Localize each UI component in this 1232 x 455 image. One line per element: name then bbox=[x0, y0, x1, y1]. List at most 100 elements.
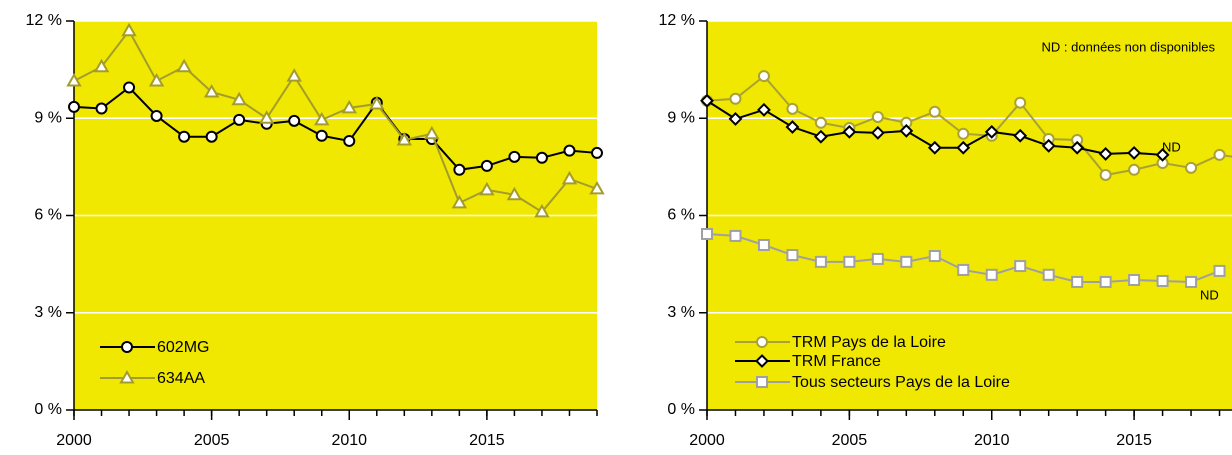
y-tick-label: 3 % bbox=[34, 304, 62, 321]
y-tick-label: 6 % bbox=[667, 207, 695, 224]
marker bbox=[93, 58, 110, 73]
marker bbox=[231, 91, 247, 106]
marker bbox=[451, 194, 468, 209]
marker bbox=[123, 81, 136, 94]
y-tick-label: 3 % bbox=[667, 304, 695, 321]
y-tick-label: 9 % bbox=[667, 109, 695, 126]
marker bbox=[871, 252, 884, 265]
x-tick-label: 2010 bbox=[974, 432, 1010, 449]
marker bbox=[928, 105, 941, 118]
marker bbox=[176, 58, 192, 73]
marker bbox=[843, 255, 856, 268]
marker bbox=[1156, 274, 1169, 287]
marker bbox=[701, 227, 713, 240]
marker bbox=[786, 249, 799, 262]
marker bbox=[1128, 274, 1141, 287]
marker bbox=[534, 203, 550, 218]
marker bbox=[233, 113, 246, 126]
marker bbox=[314, 111, 330, 126]
x-tick-label: 2005 bbox=[832, 432, 868, 449]
marker bbox=[728, 111, 743, 126]
marker bbox=[957, 263, 970, 276]
marker bbox=[871, 110, 884, 123]
marker bbox=[1041, 138, 1056, 153]
y-tick-label: 6 % bbox=[34, 207, 62, 224]
marker bbox=[984, 124, 999, 139]
marker bbox=[121, 22, 137, 37]
marker bbox=[453, 163, 466, 176]
marker bbox=[786, 102, 799, 115]
marker bbox=[757, 70, 770, 83]
y-tick-label: 0 % bbox=[34, 401, 62, 418]
legend-label: TRM Pays de la Loire bbox=[792, 334, 946, 351]
marker bbox=[369, 95, 385, 110]
annotation: ND bbox=[1162, 139, 1181, 154]
marker bbox=[1155, 147, 1170, 162]
x-tick-label: 2000 bbox=[56, 432, 92, 449]
marker bbox=[1098, 146, 1113, 161]
marker bbox=[95, 102, 108, 115]
marker bbox=[1099, 168, 1112, 181]
marker bbox=[288, 114, 301, 127]
marker bbox=[315, 129, 328, 142]
marker bbox=[729, 92, 742, 105]
marker bbox=[148, 72, 165, 87]
marker bbox=[479, 181, 495, 196]
marker bbox=[563, 144, 576, 157]
annotation: ND : données non disponibles bbox=[1042, 39, 1216, 54]
x-tick-label: 2015 bbox=[1116, 432, 1152, 449]
marker bbox=[258, 110, 275, 124]
marker bbox=[341, 99, 357, 114]
marker bbox=[757, 238, 770, 251]
marker bbox=[756, 376, 768, 388]
series-line bbox=[73, 28, 598, 214]
marker bbox=[343, 134, 356, 147]
marker bbox=[508, 150, 521, 163]
marker bbox=[1185, 275, 1198, 288]
y-tick-label: 0 % bbox=[667, 401, 695, 418]
legend-label: 602MG bbox=[157, 339, 209, 356]
marker bbox=[424, 125, 440, 140]
marker bbox=[870, 125, 885, 140]
marker bbox=[785, 120, 800, 134]
marker bbox=[899, 123, 914, 138]
marker bbox=[1213, 148, 1226, 161]
marker bbox=[756, 336, 768, 348]
marker bbox=[119, 369, 135, 384]
marker bbox=[1128, 163, 1141, 176]
marker bbox=[1213, 264, 1226, 277]
marker bbox=[66, 72, 82, 87]
marker bbox=[396, 131, 413, 146]
marker bbox=[1042, 268, 1055, 281]
legend-label: 634AA bbox=[157, 370, 205, 387]
marker bbox=[814, 255, 827, 268]
marker bbox=[1013, 128, 1028, 143]
y-tick-label: 12 % bbox=[659, 12, 695, 29]
annotation: ND bbox=[1200, 287, 1219, 302]
legend-label: Tous secteurs Pays de la Loire bbox=[792, 374, 1010, 391]
marker bbox=[589, 180, 605, 195]
legend-label: TRM France bbox=[792, 353, 881, 370]
marker bbox=[506, 186, 523, 201]
marker bbox=[1099, 275, 1112, 288]
marker bbox=[1014, 96, 1027, 109]
marker bbox=[480, 159, 493, 172]
marker bbox=[927, 140, 942, 155]
marker bbox=[957, 127, 970, 140]
marker bbox=[729, 229, 742, 242]
marker bbox=[203, 83, 220, 98]
marker bbox=[700, 93, 714, 108]
marker bbox=[591, 146, 603, 159]
marker bbox=[928, 250, 941, 263]
y-tick-label: 9 % bbox=[34, 109, 62, 126]
x-tick-label: 2010 bbox=[331, 432, 367, 449]
marker bbox=[286, 68, 302, 82]
marker bbox=[205, 130, 218, 143]
marker bbox=[561, 170, 578, 185]
x-tick-label: 2000 bbox=[689, 432, 725, 449]
marker bbox=[121, 341, 133, 353]
marker bbox=[842, 124, 857, 139]
marker bbox=[1014, 260, 1027, 273]
marker bbox=[900, 255, 913, 268]
